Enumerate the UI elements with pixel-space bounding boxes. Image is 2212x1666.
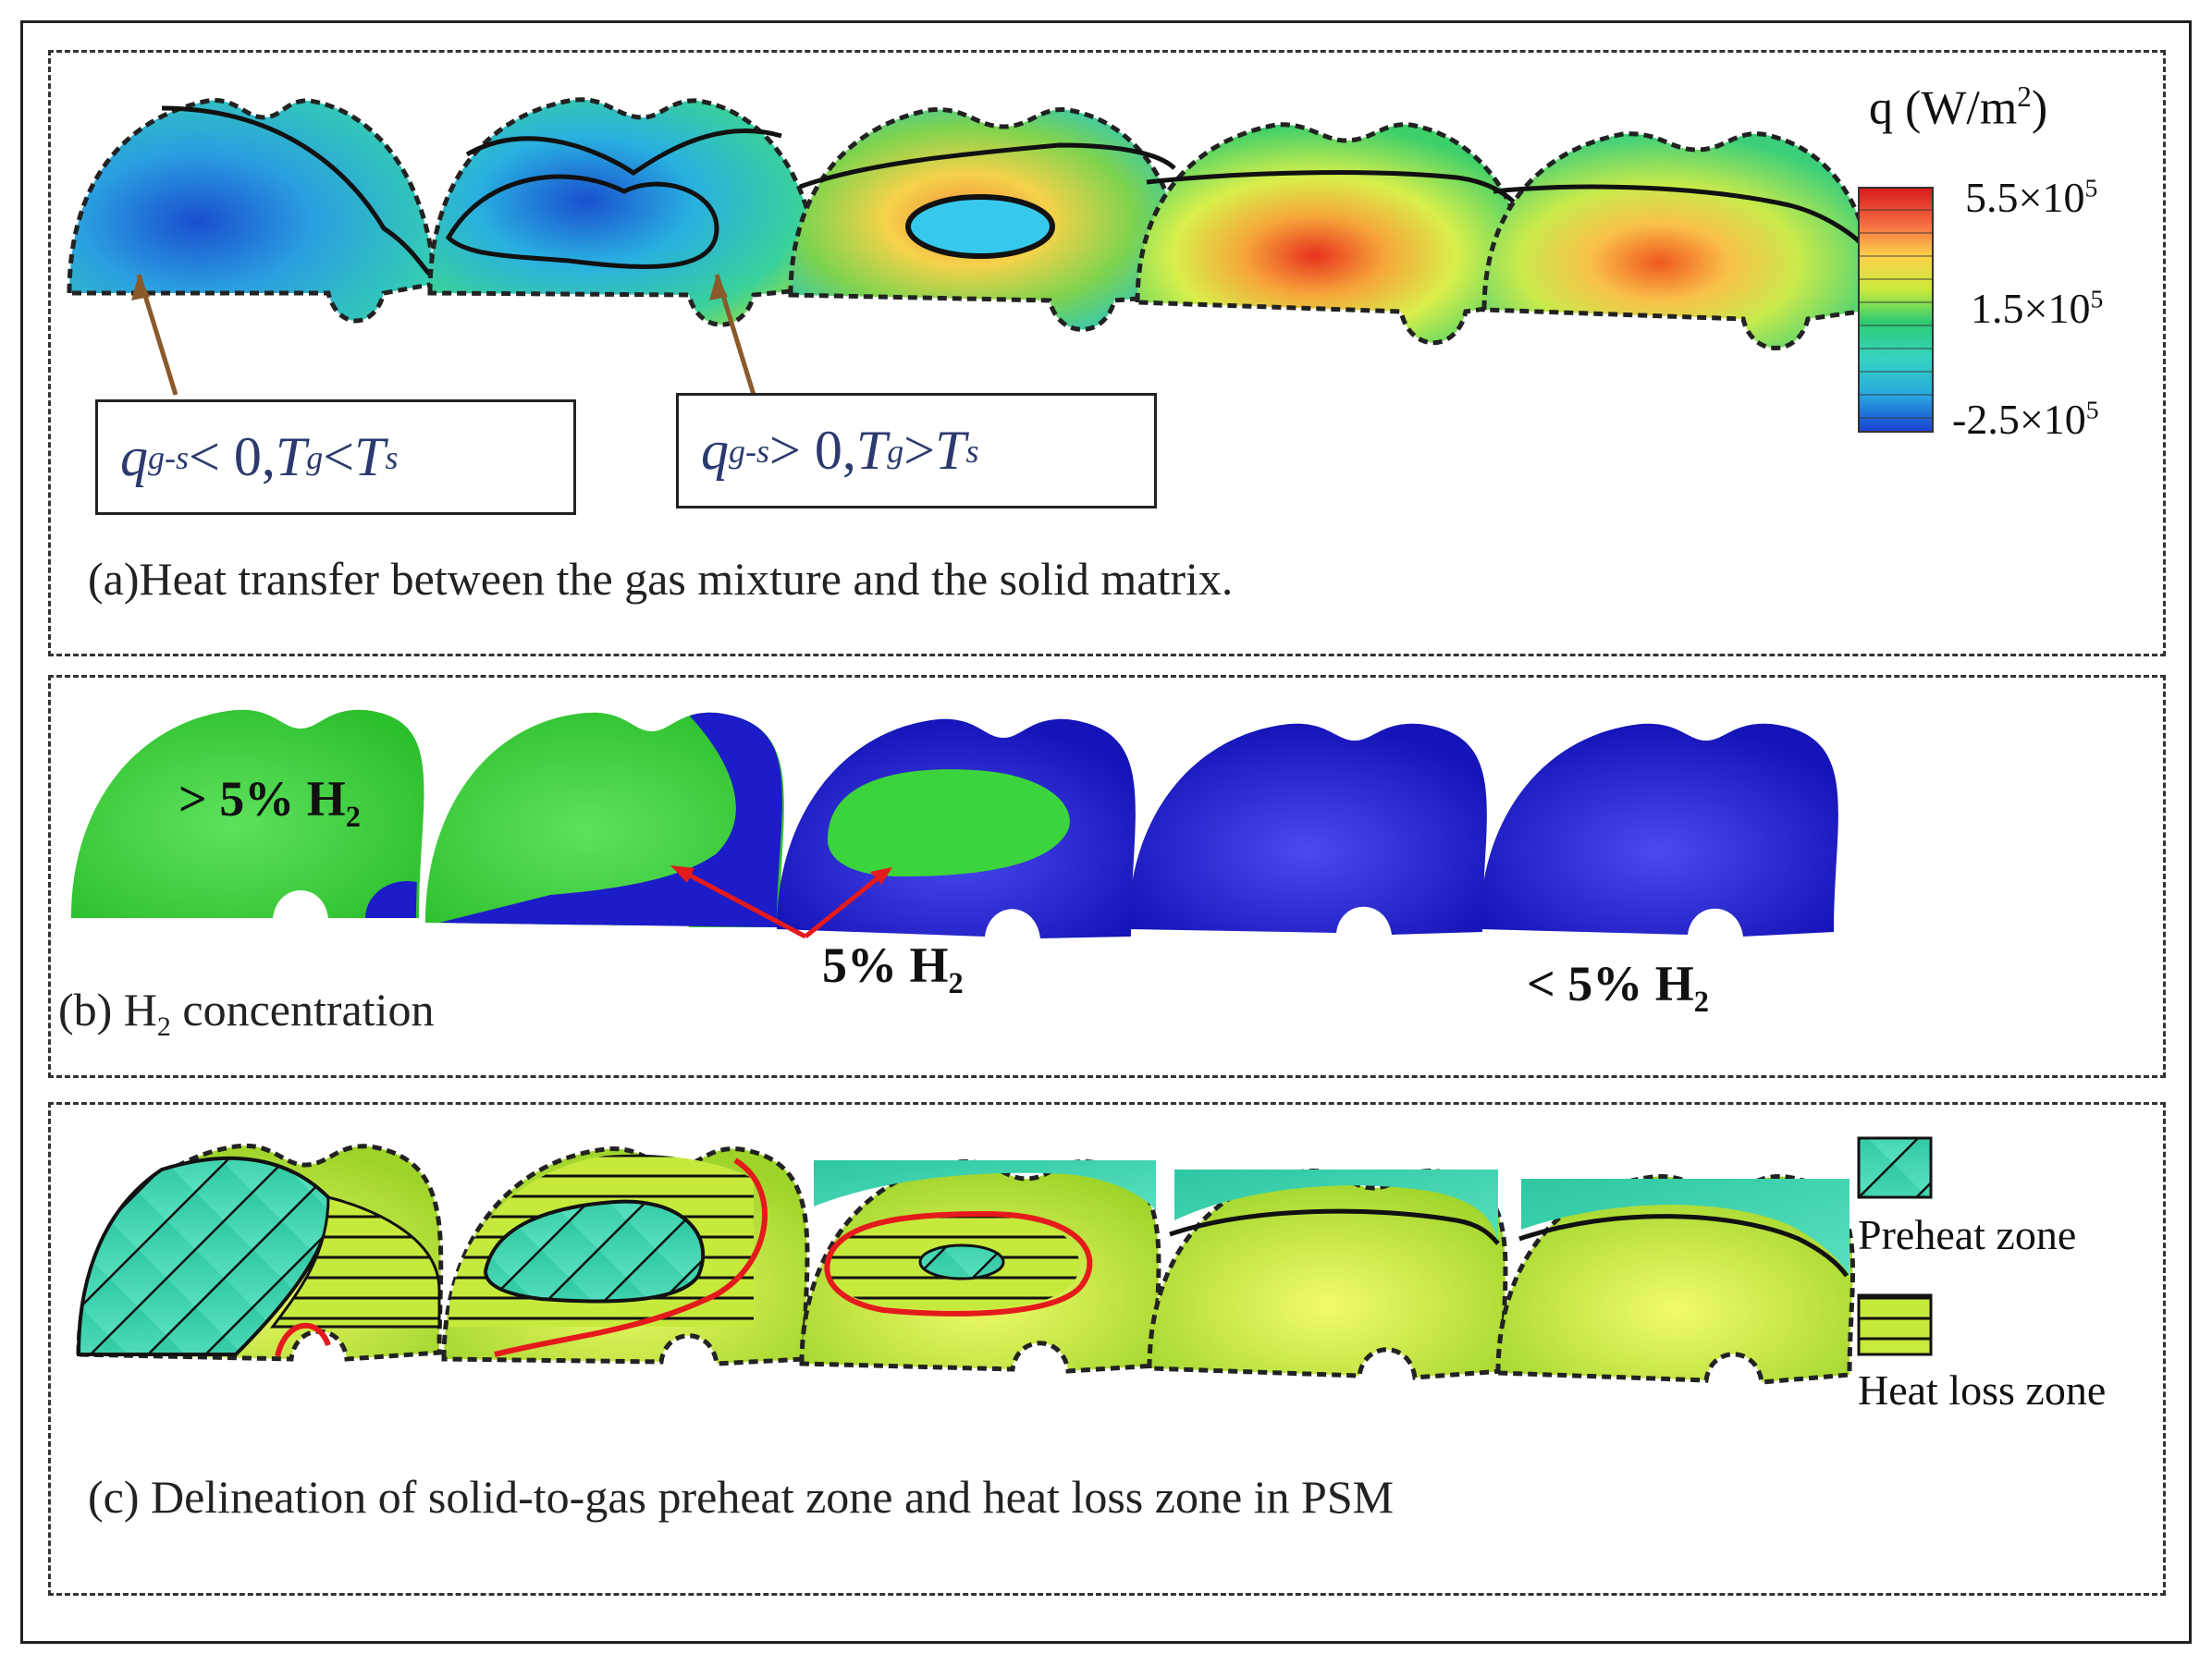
dome-b5 <box>1480 723 1838 937</box>
legend-preheat-label: Preheat zone <box>1858 1211 2077 1258</box>
dome-c5 <box>1495 1174 1855 1385</box>
dome-c3 <box>799 1159 1161 1374</box>
label-below-5pct: < 5% H2 <box>1527 956 1709 1019</box>
tick-mid: 1.5×105 <box>1971 284 2104 332</box>
dome-b3 <box>777 718 1136 938</box>
dome-b4 <box>1128 723 1487 935</box>
panel-b-domes <box>71 709 1838 939</box>
tick-max: 5.5×105 <box>1965 173 2098 221</box>
dome-a1 <box>67 98 437 324</box>
colorbar <box>1858 187 1934 433</box>
caption-c: (c) Delineation of solid-to-gas preheat … <box>88 1471 1395 1523</box>
panel-b: > 5% H2 5% H2 < 5% H2 (b) H2 concentrati… <box>48 675 2166 1078</box>
dome-a2 <box>427 97 821 327</box>
dome-c2 <box>441 1146 810 1366</box>
figure-frame <box>20 20 2192 1644</box>
legend-title: q (W/m2) <box>1869 80 2048 135</box>
dome-b2 <box>425 712 784 928</box>
arrow-b-right <box>804 872 885 938</box>
dome-c4 <box>1147 1169 1508 1380</box>
panel-c-domes <box>76 1136 1933 1385</box>
dome-b1 <box>71 709 424 919</box>
panel-c: Preheat zone Heat loss zone (c) Delineat… <box>48 1102 2166 1596</box>
legend-heatloss-label: Heat loss zone <box>1858 1366 2107 1414</box>
dome-a3 <box>788 107 1186 332</box>
label-above-5pct: > 5% H2 <box>178 771 361 834</box>
dome-a4 <box>1135 122 1533 346</box>
legend-preheat-swatch <box>1857 1136 1933 1199</box>
label-5pct: 5% H2 <box>822 937 964 1000</box>
dome-a5 <box>1481 131 1875 350</box>
caption-b: (b) H2 concentration <box>58 984 435 1042</box>
legend-heatloss-swatch <box>1857 1293 1933 1356</box>
caption-a: (a)Heat transfer between the gas mixture… <box>88 553 1234 605</box>
dome-c1 <box>76 1143 444 1362</box>
arrow-b-left <box>678 867 807 939</box>
tick-min: -2.5×105 <box>1952 395 2099 443</box>
panel-a-domes <box>67 97 1934 433</box>
